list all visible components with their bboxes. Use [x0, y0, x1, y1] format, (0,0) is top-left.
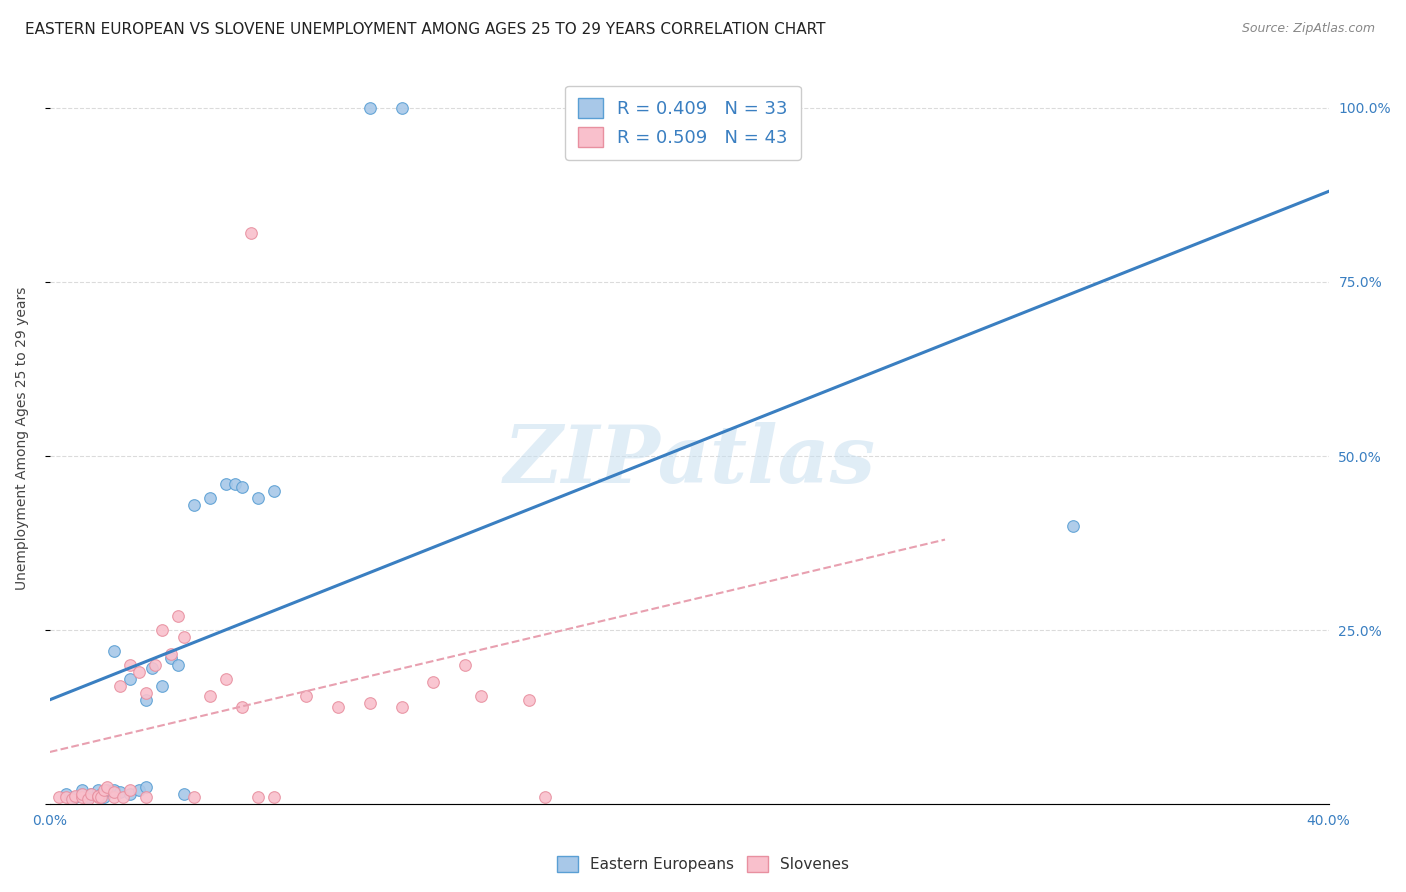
- Point: [87, 783, 110, 797]
- Point: [135, 780, 157, 794]
- Point: [108, 785, 131, 799]
- Legend: R = 0.409   N = 33, R = 0.509   N = 43: R = 0.409 N = 33, R = 0.509 N = 43: [565, 86, 800, 160]
- Point: [224, 476, 246, 491]
- Point: [160, 651, 183, 665]
- Point: [246, 790, 269, 805]
- Text: EASTERN EUROPEAN VS SLOVENE UNEMPLOYMENT AMONG AGES 25 TO 29 YEARS CORRELATION C: EASTERN EUROPEAN VS SLOVENE UNEMPLOYMENT…: [25, 22, 825, 37]
- Point: [173, 787, 195, 801]
- Point: [128, 783, 150, 797]
- Point: [141, 661, 163, 675]
- Point: [294, 690, 316, 704]
- Point: [93, 783, 115, 797]
- Point: [326, 699, 349, 714]
- Point: [128, 665, 150, 679]
- Point: [240, 226, 263, 240]
- Point: [77, 790, 100, 805]
- Legend: Eastern Europeans, Slovenes: Eastern Europeans, Slovenes: [550, 848, 856, 880]
- Point: [150, 679, 173, 693]
- Point: [135, 686, 157, 700]
- Point: [150, 623, 173, 637]
- Point: [534, 790, 557, 805]
- Point: [1062, 518, 1084, 533]
- Point: [65, 789, 87, 803]
- Point: [215, 476, 238, 491]
- Point: [166, 657, 188, 672]
- Text: Source: ZipAtlas.com: Source: ZipAtlas.com: [1241, 22, 1375, 36]
- Point: [96, 780, 118, 794]
- Y-axis label: Unemployment Among Ages 25 to 29 years: Unemployment Among Ages 25 to 29 years: [15, 287, 30, 591]
- Point: [118, 787, 141, 801]
- Point: [103, 790, 125, 805]
- Point: [80, 787, 103, 801]
- Point: [70, 787, 93, 801]
- Point: [422, 675, 444, 690]
- Point: [231, 480, 253, 494]
- Point: [48, 790, 70, 805]
- Point: [55, 787, 77, 801]
- Point: [55, 790, 77, 805]
- Point: [90, 790, 112, 805]
- Point: [80, 787, 103, 801]
- Point: [183, 790, 205, 805]
- Point: [263, 483, 285, 498]
- Point: [87, 789, 110, 803]
- Point: [246, 491, 269, 505]
- Point: [65, 790, 87, 805]
- Point: [215, 672, 238, 686]
- Point: [359, 696, 381, 710]
- Text: ZIPatlas: ZIPatlas: [503, 422, 876, 500]
- Point: [135, 692, 157, 706]
- Point: [70, 787, 93, 801]
- Point: [103, 644, 125, 658]
- Point: [93, 790, 115, 805]
- Point: [173, 630, 195, 644]
- Point: [96, 783, 118, 797]
- Point: [183, 498, 205, 512]
- Point: [198, 690, 221, 704]
- Point: [470, 690, 492, 704]
- Point: [108, 679, 131, 693]
- Point: [112, 790, 135, 805]
- Point: [118, 657, 141, 672]
- Point: [263, 790, 285, 805]
- Point: [231, 699, 253, 714]
- Point: [70, 790, 93, 805]
- Point: [519, 692, 541, 706]
- Point: [359, 101, 381, 115]
- Point: [87, 790, 110, 805]
- Point: [60, 791, 83, 805]
- Point: [391, 101, 413, 115]
- Point: [135, 790, 157, 805]
- Point: [103, 783, 125, 797]
- Point: [198, 491, 221, 505]
- Point: [90, 787, 112, 801]
- Point: [103, 785, 125, 799]
- Point: [160, 648, 183, 662]
- Point: [118, 783, 141, 797]
- Point: [454, 657, 477, 672]
- Point: [166, 609, 188, 624]
- Point: [77, 791, 100, 805]
- Point: [118, 672, 141, 686]
- Point: [391, 699, 413, 714]
- Point: [70, 783, 93, 797]
- Point: [143, 657, 166, 672]
